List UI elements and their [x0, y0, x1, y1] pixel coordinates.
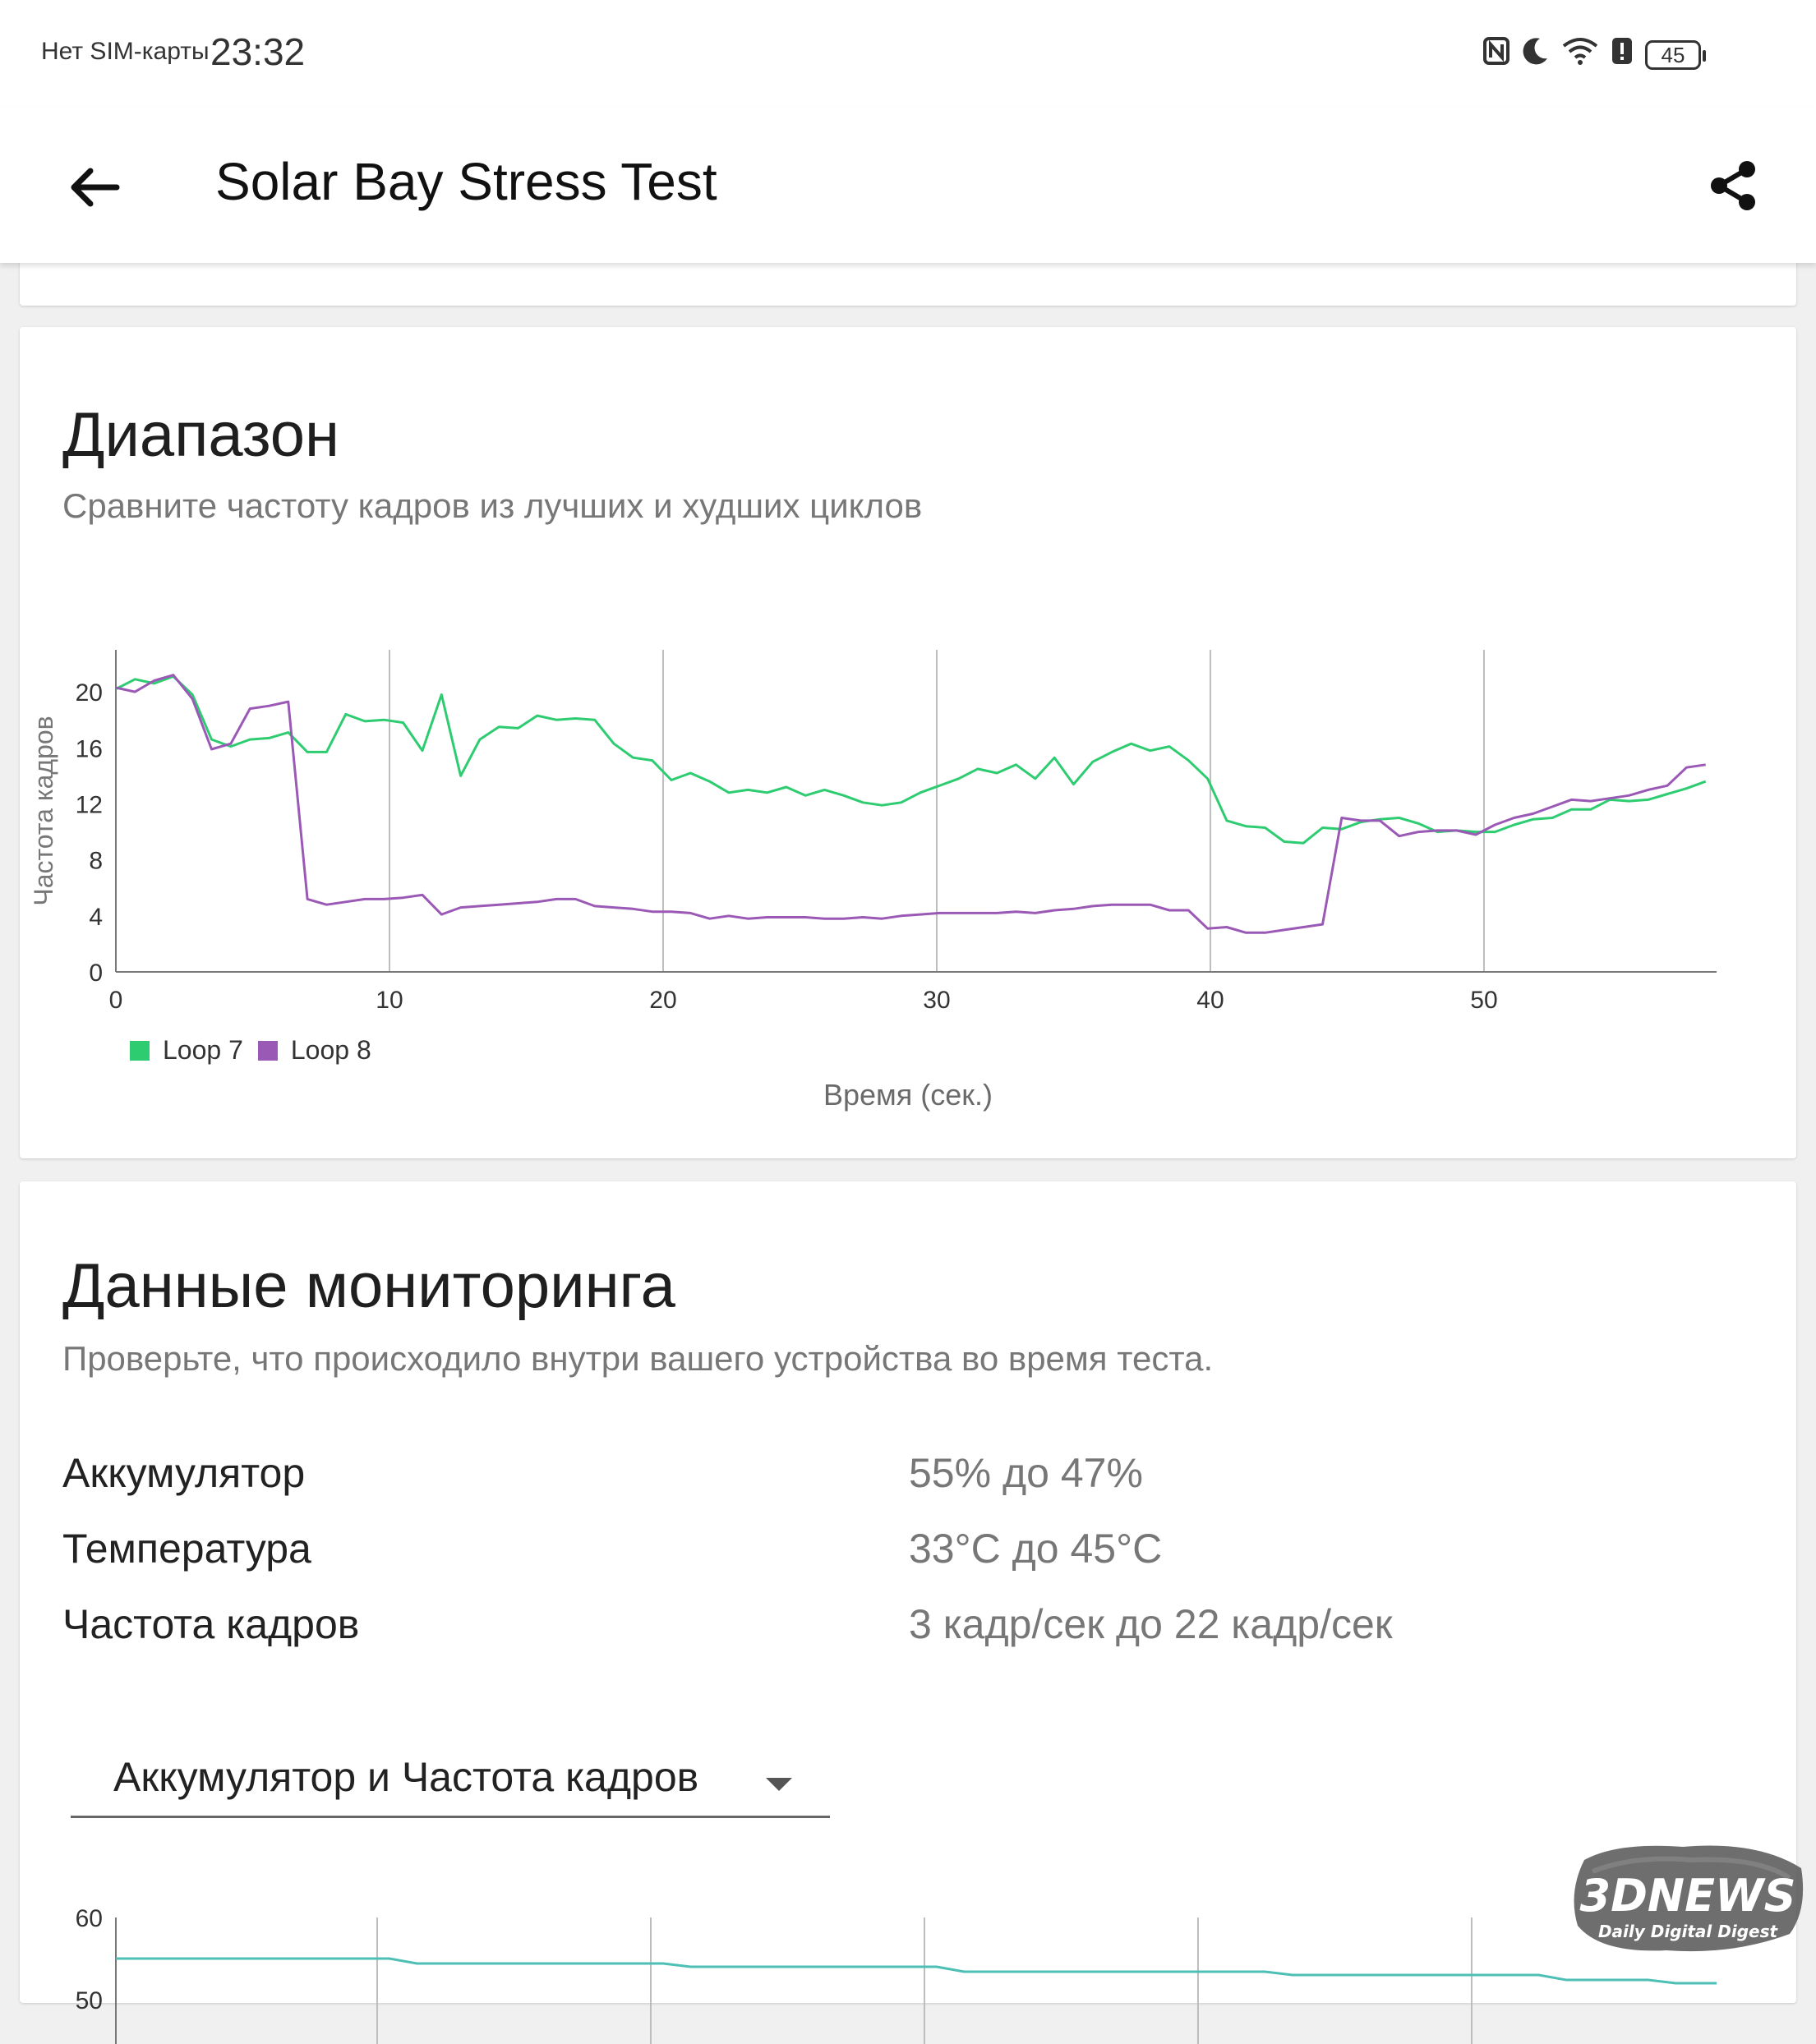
x-tick-label: 40: [1196, 987, 1224, 1014]
legend-swatch: [130, 1040, 150, 1061]
legend-label: Loop 8: [290, 1035, 371, 1065]
y-tick-label: 50: [76, 1987, 103, 2014]
arrow-left-icon: [71, 168, 120, 207]
metric-label: Частота кадров: [62, 1601, 360, 1647]
status-bar: Нет SIM-карты 23:32 45: [0, 0, 1816, 107]
watermark-brand: 3DNEWS: [1580, 1870, 1796, 1922]
metric-row-temperature: Температура 33°C до 45°C: [62, 1525, 1755, 1582]
battery-indicator: 45: [1645, 39, 1706, 70]
x-tick-label: 50: [1470, 987, 1497, 1014]
monitoring-card: Данные мониторинга Проверьте, что происх…: [20, 1181, 1796, 2044]
x-tick-label: 30: [923, 987, 950, 1014]
y-tick-label: 16: [76, 735, 103, 762]
y-axis-title: Частота кадров: [29, 716, 58, 905]
back-button[interactable]: [62, 154, 128, 220]
share-button[interactable]: [1701, 153, 1767, 219]
app-bar: Solar Bay Stress Test: [0, 107, 1816, 263]
y-tick-label: 12: [76, 791, 103, 818]
3dnews-watermark-logo: 3DNEWS Daily Digital Digest: [1574, 1845, 1804, 1952]
range-subtitle: Сравните частоту кадров из лучших и худш…: [62, 486, 923, 525]
nfc-icon: [1482, 36, 1510, 73]
legend-label: Loop 7: [163, 1035, 243, 1065]
monitoring-title: Данные мониторинга: [62, 1251, 675, 1321]
metric-row-battery: Аккумулятор 55% до 47%: [62, 1449, 1755, 1507]
metric-label: Температура: [62, 1526, 311, 1572]
x-axis-title: Время (сек.): [823, 1078, 993, 1112]
series-line-loop-8: [115, 674, 1706, 934]
wifi-icon: [1561, 36, 1599, 73]
x-tick-label: 0: [109, 987, 123, 1014]
metric-row-framerate: Частота кадров 3 кадр/сек до 22 кадр/сек: [62, 1600, 1755, 1658]
y-tick-label: 0: [89, 960, 103, 987]
x-tick-label: 20: [649, 987, 676, 1014]
y-tick-label: 8: [89, 848, 103, 875]
monitoring-subtitle: Проверьте, что происходило внутри вашего…: [62, 1339, 1214, 1378]
x-tick-label: 10: [376, 987, 403, 1014]
share-icon: [1711, 161, 1755, 210]
chart-legend: Loop 7 Loop 8: [130, 1035, 386, 1066]
metric-value: 3 кадр/сек до 22 кадр/сек: [909, 1601, 1393, 1647]
y-tick-label: 4: [89, 904, 103, 931]
range-title: Диапазон: [62, 400, 339, 470]
status-icons: 45: [1482, 36, 1706, 73]
dropdown-arrow-icon: [766, 1778, 792, 1791]
metric-value: 55% до 47%: [909, 1450, 1143, 1496]
sim-status: Нет SIM-карты: [41, 38, 210, 65]
metric-label: Аккумулятор: [62, 1450, 306, 1496]
alert-icon: [1611, 36, 1634, 73]
legend-swatch: [257, 1040, 278, 1061]
series-line-loop-7: [115, 674, 1707, 845]
metric-select-dropdown[interactable]: Аккумулятор и Частота кадров: [71, 1717, 830, 1818]
metric-value: 33°C до 45°C: [909, 1526, 1163, 1572]
battery-series-line: [116, 1957, 1717, 1985]
do-not-disturb-moon-icon: [1522, 36, 1550, 73]
legend-item-loop8[interactable]: Loop 8: [257, 1035, 371, 1066]
y-tick-label: 60: [76, 1905, 103, 1932]
legend-item-loop7[interactable]: Loop 7: [130, 1035, 243, 1066]
clock: 23:32: [210, 30, 306, 73]
page-title: Solar Bay Stress Test: [215, 152, 717, 211]
range-chart: 0 10 20 30 40 50 0 4 8 12 16 20 Частота кадров: [29, 650, 1717, 1014]
y-tick-label: 20: [76, 679, 103, 707]
dropdown-selected-value: Аккумулятор и Частота кадров: [113, 1754, 699, 1800]
monitor-chart: 50 60: [76, 1905, 1717, 2044]
watermark-tagline: Daily Digital Digest: [1598, 1922, 1779, 1941]
range-card: Диапазон Сравните частоту кадров из лучш…: [20, 327, 1796, 1158]
